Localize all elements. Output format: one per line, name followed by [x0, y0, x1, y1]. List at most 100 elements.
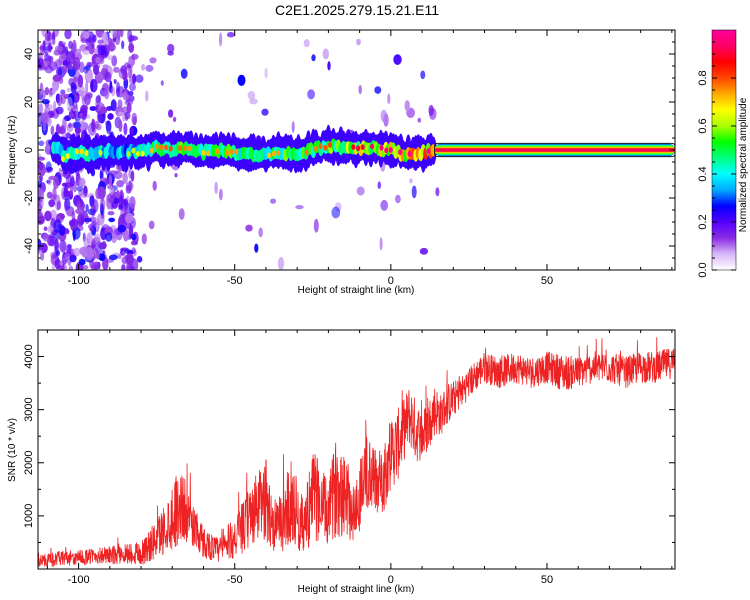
colorbar-tick-label: 0.2 — [697, 214, 709, 229]
spectrogram-y-tick-label: -20 — [23, 190, 35, 206]
spectrogram-noise-blob — [47, 225, 54, 234]
spectrogram-noise-blob — [117, 111, 124, 116]
spectrogram-noise-blob — [172, 116, 177, 122]
spectrogram-noise-blob — [178, 208, 185, 220]
spectrogram-noise-blob — [249, 98, 258, 105]
spectrogram-noise-blob — [66, 87, 72, 93]
spectrogram-noise-blob — [149, 57, 157, 64]
spectrogram-noise-blob — [99, 106, 108, 114]
spectrogram-noise-blob — [130, 170, 135, 182]
spectrogram-ridge-core — [84, 150, 89, 157]
spectrogram-ridge-core — [206, 150, 211, 157]
spectrogram-noise-blob — [98, 242, 107, 250]
spectrogram-noise-blob — [131, 247, 136, 255]
spectrogram-noise-blob — [41, 30, 48, 38]
spectrogram-ridge-core — [154, 143, 159, 150]
spectrogram-noise-blob — [116, 190, 120, 199]
spectrogram-ridge-core — [126, 151, 131, 157]
colorbar: 0.0 0.2 0.4 0.6 0.8 Normalized spectral ampl… — [697, 29, 749, 278]
spectrogram-noise-blob — [379, 237, 383, 251]
spectrogram-noise-blob — [50, 125, 55, 136]
spectrogram-noise-blob — [78, 258, 86, 266]
spectrogram-noise-blob — [118, 119, 123, 132]
spectrogram-noise-blob — [73, 121, 81, 130]
spectrogram-noise-blob — [128, 90, 134, 96]
spectrogram-x-axis-label: Height of straight line (km) — [298, 285, 415, 296]
snr-y-tick-label: 3000 — [23, 397, 35, 421]
snr-x-axis-label: Height of straight line (km) — [298, 584, 415, 595]
spectrogram-noise-blob — [180, 68, 188, 79]
spectrogram-noise-blob — [74, 127, 81, 134]
spectrogram-noise-blob — [119, 30, 124, 38]
spectrogram-noise-blob — [110, 99, 117, 112]
spectrogram-noise-blob — [64, 198, 68, 212]
spectrogram-ridge-core — [370, 143, 375, 150]
spectrogram-noise-blob — [41, 98, 50, 105]
spectrogram-x-tick-label: 50 — [541, 275, 553, 287]
snr-panel: -100 -50 0 50 1000 2000 3000 4000 Height of st… — [7, 329, 676, 595]
spectrogram-noise-blob — [45, 143, 50, 149]
spectrogram-noise-blob — [57, 126, 65, 135]
spectrogram-noise-blob — [39, 114, 44, 123]
spectrogram-noise-blob — [66, 96, 73, 110]
spectrogram-noise-blob — [307, 89, 315, 100]
spectrogram-steady-band — [434, 148, 675, 152]
spectrogram-noise-blob — [63, 186, 69, 198]
spectrogram-noise-blob — [419, 247, 429, 255]
spectrogram-noise-blob — [99, 197, 106, 212]
spectrogram-noise-blob — [91, 236, 101, 246]
spectrogram-noise-blob — [44, 87, 50, 96]
spectrogram-noise-blob — [377, 181, 382, 189]
spectrogram-noise-blob — [81, 96, 86, 106]
spectrogram-x-tick-label: 0 — [388, 275, 394, 287]
spectrogram-noise-blob — [77, 74, 84, 88]
spectrogram-noise-blob — [130, 240, 138, 246]
spectrogram-noise-blob — [126, 64, 131, 69]
spectrogram-noise-blob — [38, 161, 44, 171]
spectrogram-ridge-core — [98, 149, 103, 156]
snr-y-tick-label: 4000 — [23, 344, 35, 368]
spectrogram-noise-blob — [48, 90, 53, 98]
spectrogram-noise-blob — [135, 74, 144, 83]
spectrogram-noise-blob — [64, 228, 70, 235]
spectrogram-noise-blob — [152, 180, 157, 191]
spectrogram-noise-blob — [66, 181, 71, 189]
spectrogram-noise-blob — [110, 86, 116, 97]
spectrogram-ridge-core — [276, 150, 281, 157]
spectrogram-noise-blob — [54, 238, 59, 253]
spectrogram-noise-blob — [125, 185, 131, 194]
spectrogram-noise-blob — [48, 55, 54, 63]
spectrogram-noise-blob — [48, 175, 58, 181]
spectrogram-noise-blob — [83, 31, 88, 40]
spectrogram-noise-blob — [128, 34, 135, 42]
spectrogram-noise-blob — [374, 86, 382, 94]
spectrogram-noise-blob — [327, 61, 331, 71]
spectrogram-noise-blob — [393, 54, 402, 65]
spectrogram-noise-blob — [73, 247, 81, 257]
spectrogram-noise-blob — [118, 204, 124, 211]
spectrogram-ridge-core — [182, 145, 187, 152]
spectrogram-noise-blob — [80, 215, 85, 226]
spectrogram-ridge-core — [61, 156, 65, 162]
spectrogram-noise-blob — [51, 39, 56, 46]
spectrogram-ridge-core — [384, 147, 389, 154]
spectrogram-noise-blob — [87, 92, 93, 99]
spectrogram-noise-blob — [104, 226, 113, 236]
spectrogram-ridge-core — [398, 149, 403, 156]
spectrogram-noise-blob — [53, 49, 61, 56]
spectrogram-noise-blob — [331, 206, 341, 219]
spectrogram-noise-blob — [107, 211, 115, 216]
spectrogram-noise-blob — [62, 62, 68, 75]
spectrogram-noise-blob — [160, 80, 164, 86]
spectrogram-noise-blob — [53, 100, 57, 112]
spectrogram-noise-blob — [247, 90, 256, 100]
spectrogram-noise-blob — [76, 200, 82, 209]
snr-x-tick-label: 0 — [388, 574, 394, 586]
spectrogram-ridge-core — [328, 142, 332, 148]
spectrogram-noise-blob — [102, 64, 109, 69]
spectrogram-noise-blob — [38, 216, 45, 225]
spectrogram-noise-blob — [404, 100, 410, 112]
spectrogram-noise-blob — [254, 243, 259, 253]
spectrogram-noise-blob — [56, 93, 63, 107]
spectrogram-ridge-core — [75, 148, 79, 155]
